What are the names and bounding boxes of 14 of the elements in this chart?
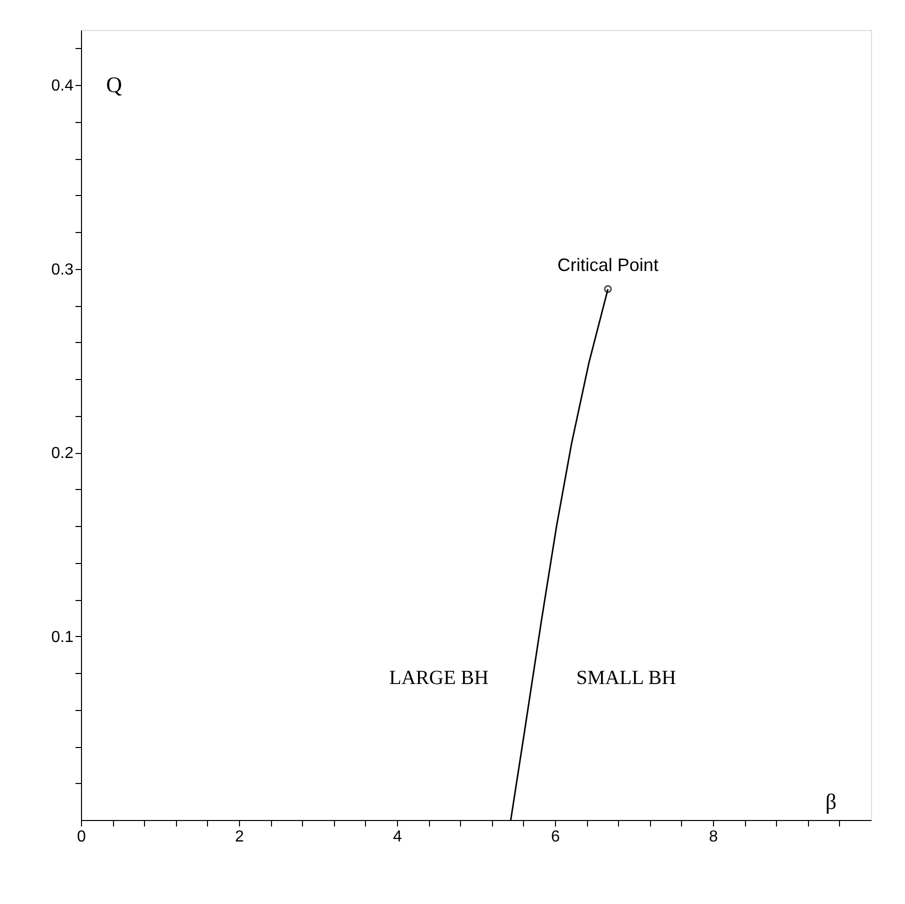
y-tick-label: 0.3 [51,261,74,278]
x-tick-label: 6 [551,828,560,846]
x-tick-label: 8 [709,828,718,846]
x-axis-title: β [825,789,837,814]
annotation: SMALL BH [576,666,676,689]
x-tick-label: 2 [235,828,244,846]
annotation: Critical Point [557,255,658,276]
annotation: LARGE BH [389,666,489,689]
y-tick-label: 0.1 [51,628,74,646]
x-tick-label: 4 [393,828,402,846]
x-tick-label: 0 [77,828,86,846]
y-axis-title: Q [106,72,122,98]
y-tick-label: 0.4 [51,78,74,95]
y-tick-label: 0.2 [51,445,74,462]
